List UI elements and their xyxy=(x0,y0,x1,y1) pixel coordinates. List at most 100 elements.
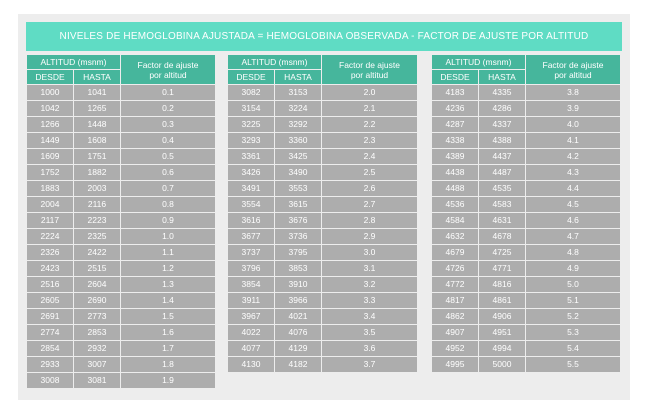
table-row: 4862 4906 5.2 xyxy=(432,309,620,324)
from-header: DESDE xyxy=(27,70,73,84)
factor-header: Factor de ajuste por altitud xyxy=(322,55,417,84)
table-row: 3225 3292 2.2 xyxy=(228,117,417,132)
to-cell: 3224 xyxy=(275,101,321,116)
table-row: 4077 4129 3.6 xyxy=(228,341,417,356)
from-cell: 2326 xyxy=(27,245,73,260)
table-row: 4183 4335 3.8 xyxy=(432,85,620,100)
to-cell: 2773 xyxy=(74,309,120,324)
from-cell: 1042 xyxy=(27,101,73,116)
factor-cell: 3.8 xyxy=(526,85,620,100)
table-row: 3154 3224 2.1 xyxy=(228,101,417,116)
factor-cell: 3.0 xyxy=(322,245,417,260)
from-cell: 4952 xyxy=(432,341,478,356)
to-cell: 3360 xyxy=(275,133,321,148)
factor-cell: 4.1 xyxy=(526,133,620,148)
to-header: HASTA xyxy=(479,70,525,84)
factor-cell: 0.6 xyxy=(121,165,215,180)
to-cell: 1265 xyxy=(74,101,120,116)
table-row: 3911 3966 3.3 xyxy=(228,293,417,308)
to-cell: 4182 xyxy=(275,357,321,372)
factor-cell: 3.4 xyxy=(322,309,417,324)
from-cell: 3854 xyxy=(228,277,274,292)
from-cell: 3491 xyxy=(228,181,274,196)
from-cell: 4726 xyxy=(432,261,478,276)
to-cell: 3553 xyxy=(275,181,321,196)
altitude-header: ALTITUD (msnm) xyxy=(432,55,525,69)
from-cell: 3154 xyxy=(228,101,274,116)
from-cell: 1000 xyxy=(27,85,73,100)
factor-cell: 3.2 xyxy=(322,277,417,292)
to-cell: 4437 xyxy=(479,149,525,164)
altitude-table-3: ALTITUD (msnm) Factor de ajuste por altit… xyxy=(431,54,621,373)
to-cell: 2604 xyxy=(74,277,120,292)
factor-cell: 5.1 xyxy=(526,293,620,308)
factor-cell: 4.6 xyxy=(526,213,620,228)
to-cell: 4335 xyxy=(479,85,525,100)
from-cell: 3293 xyxy=(228,133,274,148)
from-cell: 2117 xyxy=(27,213,73,228)
table-row: 2933 3007 1.8 xyxy=(27,357,215,372)
from-cell: 4995 xyxy=(432,357,478,372)
table-row: 2516 2604 1.3 xyxy=(27,277,215,292)
to-cell: 4951 xyxy=(479,325,525,340)
factor-cell: 1.1 xyxy=(121,245,215,260)
to-cell: 3153 xyxy=(275,85,321,100)
factor-cell: 2.2 xyxy=(322,117,417,132)
from-cell: 4536 xyxy=(432,197,478,212)
factor-cell: 3.6 xyxy=(322,341,417,356)
to-cell: 3425 xyxy=(275,149,321,164)
factor-cell: 4.0 xyxy=(526,117,620,132)
from-cell: 1752 xyxy=(27,165,73,180)
table-row: 4907 4951 5.3 xyxy=(432,325,620,340)
from-cell: 4287 xyxy=(432,117,478,132)
factor-cell: 5.3 xyxy=(526,325,620,340)
to-cell: 1041 xyxy=(74,85,120,100)
table-row: 4438 4487 4.3 xyxy=(432,165,620,180)
table-row: 3361 3425 2.4 xyxy=(228,149,417,164)
from-cell: 4862 xyxy=(432,309,478,324)
from-cell: 1883 xyxy=(27,181,73,196)
from-cell: 4632 xyxy=(432,229,478,244)
to-cell: 4816 xyxy=(479,277,525,292)
table-row: 3082 3153 2.0 xyxy=(228,85,417,100)
table-row: 1266 1448 0.3 xyxy=(27,117,215,132)
from-cell: 4389 xyxy=(432,149,478,164)
from-cell: 4130 xyxy=(228,357,274,372)
to-cell: 2853 xyxy=(74,325,120,340)
factor-cell: 4.7 xyxy=(526,229,620,244)
to-cell: 4388 xyxy=(479,133,525,148)
factor-header-line1: Factor de ajuste xyxy=(542,59,604,70)
table-row: 4817 4861 5.1 xyxy=(432,293,620,308)
table-row: 4995 5000 5.5 xyxy=(432,357,620,372)
to-cell: 3292 xyxy=(275,117,321,132)
to-cell: 2932 xyxy=(74,341,120,356)
from-cell: 4679 xyxy=(432,245,478,260)
altitude-table-1: ALTITUD (msnm) Factor de ajuste por altit… xyxy=(26,54,216,389)
table-row: 4584 4631 4.6 xyxy=(432,213,620,228)
from-cell: 4438 xyxy=(432,165,478,180)
factor-cell: 0.9 xyxy=(121,213,215,228)
factor-header-line2: por altitud xyxy=(149,69,187,80)
factor-cell: 0.4 xyxy=(121,133,215,148)
table-row: 2423 2515 1.2 xyxy=(27,261,215,276)
table-row: 2854 2932 1.7 xyxy=(27,341,215,356)
table-row: 4338 4388 4.1 xyxy=(432,133,620,148)
factor-cell: 2.5 xyxy=(322,165,417,180)
from-cell: 3911 xyxy=(228,293,274,308)
table-row: 3554 3615 2.7 xyxy=(228,197,417,212)
to-cell: 1448 xyxy=(74,117,120,132)
from-cell: 3737 xyxy=(228,245,274,260)
from-cell: 3967 xyxy=(228,309,274,324)
factor-cell: 3.7 xyxy=(322,357,417,372)
factor-cell: 1.9 xyxy=(121,373,215,388)
to-cell: 3007 xyxy=(74,357,120,372)
to-header: HASTA xyxy=(275,70,321,84)
table-row: 4022 4076 3.5 xyxy=(228,325,417,340)
table-row: 4952 4994 5.4 xyxy=(432,341,620,356)
from-cell: 2605 xyxy=(27,293,73,308)
from-cell: 4183 xyxy=(432,85,478,100)
factor-cell: 1.6 xyxy=(121,325,215,340)
table-row: 2004 2116 0.8 xyxy=(27,197,215,212)
to-cell: 1608 xyxy=(74,133,120,148)
table-row: 3677 3736 2.9 xyxy=(228,229,417,244)
